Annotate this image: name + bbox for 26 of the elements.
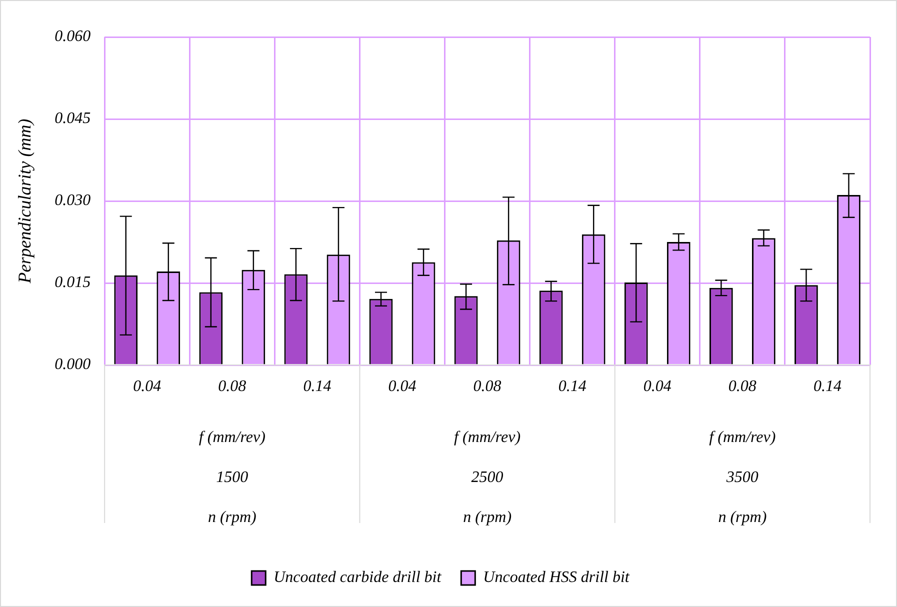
y-axis-title: Perpendicularity (mm) bbox=[14, 118, 35, 284]
y-tick-label: 0.045 bbox=[54, 110, 91, 128]
y-tick-label: 0.000 bbox=[54, 356, 91, 374]
y-tick-label: 0.060 bbox=[54, 28, 91, 46]
x-tick-label: 0.04 bbox=[388, 378, 416, 395]
legend-label: Uncoated HSS drill bit bbox=[483, 569, 630, 586]
x-tick-label: 0.04 bbox=[643, 378, 672, 395]
text: 1500 bbox=[216, 469, 248, 486]
text: n (rpm) bbox=[208, 509, 256, 526]
x-tick-label: 0.14 bbox=[558, 378, 586, 395]
legend-label: Uncoated carbide drill bit bbox=[274, 569, 442, 586]
text: f (mm/rev) bbox=[198, 429, 266, 446]
text: n (rpm) bbox=[718, 509, 767, 526]
x-tick-label: 0.04 bbox=[133, 378, 162, 395]
text: f (mm/rev) bbox=[709, 429, 776, 446]
text: 2500 bbox=[471, 469, 504, 486]
x-tick-label: 0.08 bbox=[728, 378, 756, 395]
text: 3500 bbox=[725, 469, 758, 486]
text: n (rpm) bbox=[463, 509, 512, 526]
x-tick-label: 0.08 bbox=[473, 378, 502, 395]
y-tick-label: 0.015 bbox=[54, 274, 91, 292]
text: f (mm/rev) bbox=[454, 429, 521, 446]
y-tick-label: 0.030 bbox=[54, 192, 91, 210]
x-tick-label: 0.14 bbox=[813, 378, 842, 395]
x-tick-label: 0.08 bbox=[218, 378, 246, 395]
x-tick-label: 0.14 bbox=[303, 378, 332, 395]
